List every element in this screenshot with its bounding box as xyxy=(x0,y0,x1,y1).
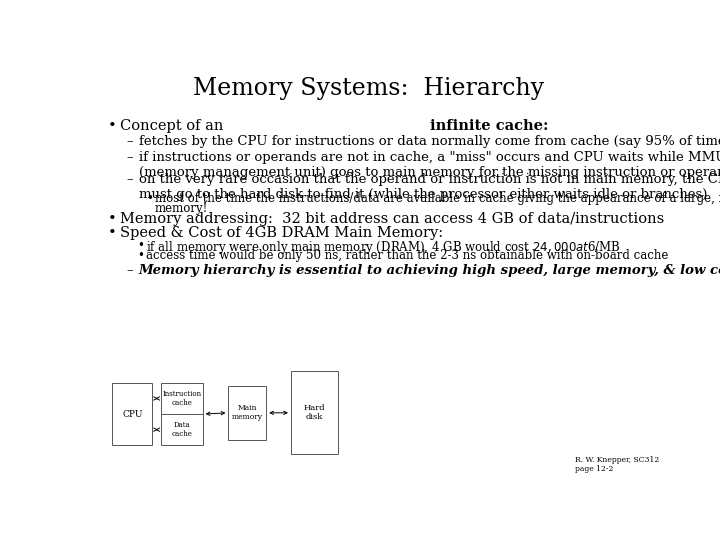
Text: •: • xyxy=(145,192,153,205)
Text: must go to the hard disk to find it (while the processor either waits idle or br: must go to the hard disk to find it (whi… xyxy=(138,188,707,201)
Text: R. W. Knepper, SC312
page 12-2: R. W. Knepper, SC312 page 12-2 xyxy=(575,456,660,473)
Text: Memory addressing:  32 bit address can access 4 GB of data/instructions: Memory addressing: 32 bit address can ac… xyxy=(120,212,665,226)
Text: Speed & Cost of 4GB DRAM Main Memory:: Speed & Cost of 4GB DRAM Main Memory: xyxy=(120,226,444,240)
Text: •: • xyxy=(108,212,117,226)
Text: if all memory were only main memory (DRAM), 4 GB would cost $24,000 at $6/MB: if all memory were only main memory (DRA… xyxy=(146,239,621,256)
Text: •: • xyxy=(138,249,144,262)
Text: memory!: memory! xyxy=(155,202,208,215)
Text: access time would be only 50 ns, rather than the 2-3 ns obtainable with on-board: access time would be only 50 ns, rather … xyxy=(146,249,669,262)
Text: •: • xyxy=(108,226,117,240)
Bar xyxy=(228,386,266,440)
Text: –: – xyxy=(126,264,133,277)
Text: –: – xyxy=(126,151,133,164)
Text: CPU: CPU xyxy=(122,409,143,418)
Text: •: • xyxy=(108,119,117,133)
Text: Instruction
cache: Instruction cache xyxy=(162,390,202,407)
Text: Hard
disk: Hard disk xyxy=(304,404,325,421)
Text: Concept of an: Concept of an xyxy=(120,119,228,133)
Text: Data
cache: Data cache xyxy=(171,421,192,438)
Bar xyxy=(112,383,153,445)
Text: (memory management unit) goes to main memory for the missing instruction or oper: (memory management unit) goes to main me… xyxy=(138,166,720,179)
Text: infinite cache:: infinite cache: xyxy=(430,119,549,133)
Text: most of the time the instructions/data are available in cache giving the appeara: most of the time the instructions/data a… xyxy=(155,192,720,205)
Text: Memory hierarchy is essential to achieving high speed, large memory, & low cost!: Memory hierarchy is essential to achievi… xyxy=(138,264,720,277)
Text: on the very rare occasion that the operand or instruction is not in main memory,: on the very rare occasion that the opera… xyxy=(138,173,720,186)
Text: Main
memory: Main memory xyxy=(232,404,263,421)
Text: •: • xyxy=(138,239,144,252)
Text: if instructions or operands are not in cache, a "miss" occurs and CPU waits whil: if instructions or operands are not in c… xyxy=(138,151,720,164)
Text: Memory Systems:  Hierarchy: Memory Systems: Hierarchy xyxy=(194,77,544,100)
Text: –: – xyxy=(126,173,133,186)
Text: fetches by the CPU for instructions or data normally come from cache (say 95% of: fetches by the CPU for instructions or d… xyxy=(138,136,720,148)
Bar xyxy=(161,414,203,446)
Text: –: – xyxy=(126,136,133,148)
Bar xyxy=(161,383,203,414)
Bar xyxy=(291,371,338,454)
